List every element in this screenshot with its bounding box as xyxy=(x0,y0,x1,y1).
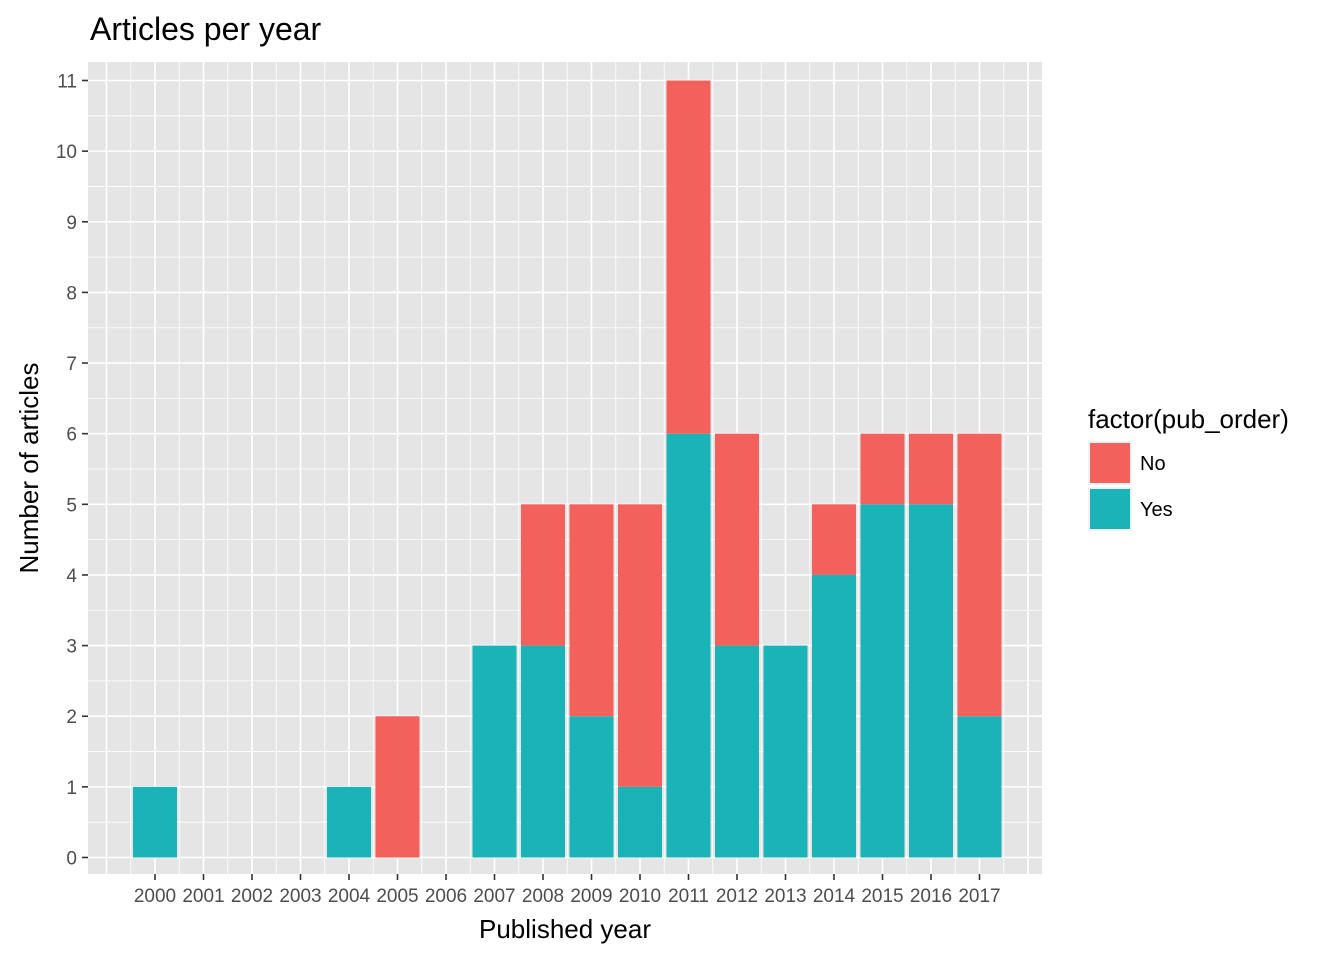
x-tick-label: 2010 xyxy=(619,886,661,907)
legend: factor(pub_order) No Yes xyxy=(1088,404,1289,531)
x-tick-label: 2001 xyxy=(182,886,224,907)
bar-2015-no xyxy=(860,433,905,505)
y-tick-label: 0 xyxy=(66,849,77,870)
x-tick-label: 2009 xyxy=(570,886,612,907)
y-tick-label: 6 xyxy=(66,425,77,446)
bar-2017-no xyxy=(957,433,1002,717)
x-tick-label: 2014 xyxy=(813,886,856,907)
x-tick-label: 2000 xyxy=(134,886,176,907)
x-tick-label: 2015 xyxy=(861,886,903,907)
legend-swatch-yes xyxy=(1090,489,1130,529)
bar-2004-yes xyxy=(327,786,371,858)
bar-2011-no xyxy=(666,80,711,434)
bar-2011-yes xyxy=(666,433,711,858)
y-tick-label: 2 xyxy=(66,707,77,728)
legend-label-yes: Yes xyxy=(1140,499,1173,521)
bar-2016-yes xyxy=(909,504,953,858)
bar-2014-no xyxy=(812,504,856,575)
bars xyxy=(133,80,1002,858)
y-tick-label: 5 xyxy=(66,495,77,516)
y-tick-label: 1 xyxy=(66,778,77,799)
x-tick-label: 2002 xyxy=(231,886,273,907)
legend-swatch-no xyxy=(1090,443,1130,483)
bar-2009-no xyxy=(569,504,614,717)
bar-2012-yes xyxy=(715,645,759,858)
bar-2007-yes xyxy=(472,645,517,858)
chart-title: Articles per year xyxy=(90,11,322,47)
bar-2008-yes xyxy=(521,645,565,858)
bar-2009-yes xyxy=(569,716,614,858)
y-tick-label: 8 xyxy=(66,283,77,304)
x-tick-label: 2013 xyxy=(764,886,806,907)
bar-2010-no xyxy=(618,504,662,787)
x-tick-label: 2006 xyxy=(425,886,467,907)
x-tick-label: 2008 xyxy=(522,886,564,907)
y-axis-title: Number of articles xyxy=(14,363,44,574)
bar-2012-no xyxy=(715,433,759,646)
bar-2013-yes xyxy=(763,645,808,858)
x-axis: 2000 2001 2002 2003 2004 2005 2006 2007 2008 2009… xyxy=(134,874,1001,907)
bar-2008-no xyxy=(521,504,565,646)
bar-2017-yes xyxy=(957,716,1002,858)
y-tick-label: 4 xyxy=(66,566,77,587)
x-tick-label: 2017 xyxy=(958,886,1000,907)
x-tick-label: 2007 xyxy=(473,886,515,907)
y-axis: 0 1 2 3 4 5 6 7 8 9 10 11 xyxy=(56,72,88,870)
x-tick-label: 2005 xyxy=(376,886,418,907)
legend-title: factor(pub_order) xyxy=(1088,404,1289,434)
x-tick-label: 2012 xyxy=(716,886,758,907)
legend-label-no: No xyxy=(1140,453,1166,475)
y-tick-label: 11 xyxy=(57,72,77,93)
x-tick-label: 2003 xyxy=(279,886,321,907)
y-tick-label: 10 xyxy=(56,142,77,163)
bar-2010-yes xyxy=(618,786,662,858)
bar-2000-yes xyxy=(133,786,177,858)
x-tick-label: 2016 xyxy=(910,886,952,907)
y-tick-label: 3 xyxy=(66,637,77,658)
y-tick-label: 9 xyxy=(66,213,77,234)
bar-2015-yes xyxy=(860,504,905,858)
bar-2016-no xyxy=(909,433,953,505)
x-tick-label: 2011 xyxy=(668,886,709,907)
x-tick-label: 2004 xyxy=(328,886,371,907)
bar-2005-no xyxy=(375,716,420,858)
bar-2014-yes xyxy=(812,574,856,858)
y-tick-label: 7 xyxy=(66,354,77,375)
x-axis-title: Published year xyxy=(479,914,651,944)
